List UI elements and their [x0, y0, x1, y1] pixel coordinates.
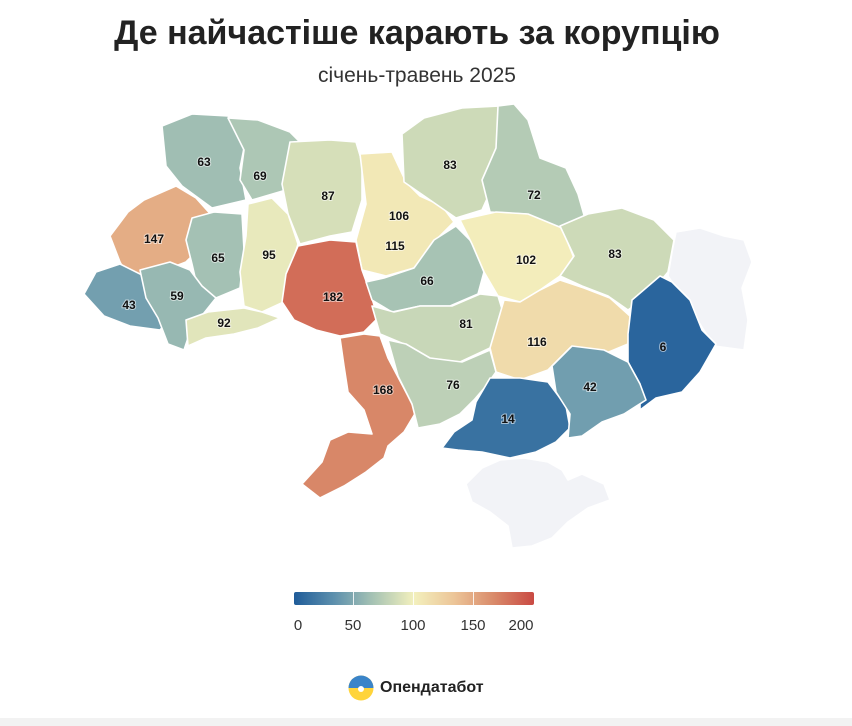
value-labels-layer: 63 69 87 106 115 83 72 147 65 95 43 59 9… — [121, 154, 667, 427]
value-label-volyn: 63 — [197, 155, 211, 169]
value-label-poltava: 102 — [516, 253, 536, 267]
value-label-chernivtsi: 92 — [217, 316, 231, 330]
value-label-rivne: 69 — [253, 169, 267, 183]
legend-tick-label: 100 — [400, 617, 426, 634]
value-label-kherson: 14 — [501, 412, 515, 426]
value-label-kharkiv: 83 — [608, 247, 622, 261]
value-label-zaporizhzhia: 42 — [583, 380, 597, 394]
region-chernivtsi[interactable] — [185, 307, 281, 347]
bottom-strip — [0, 718, 852, 726]
value-label-donetsk: 6 — [660, 340, 667, 354]
region-zhytomyr[interactable] — [281, 139, 363, 245]
value-label-sumy: 72 — [527, 188, 541, 202]
regions-layer — [83, 103, 753, 549]
value-label-odesa: 168 — [373, 383, 393, 397]
region-kherson[interactable] — [441, 377, 571, 459]
region-crimea[interactable] — [465, 457, 611, 549]
value-label-khmelnytskyi: 95 — [262, 248, 276, 262]
legend-tick-label: 200 — [508, 617, 534, 634]
value-label-lviv: 147 — [144, 232, 164, 246]
region-poltava[interactable] — [459, 211, 575, 303]
legend-tick-label: 150 — [460, 617, 486, 634]
value-label-zhytomyr: 87 — [321, 189, 335, 203]
brand-name: Опендатабот — [380, 679, 484, 696]
value-label-kyiv-city: 115 — [385, 239, 405, 253]
map-title: Де найчастіше карають за корупцію — [114, 14, 720, 52]
region-vinnytsia[interactable] — [281, 239, 379, 337]
legend-color-scale — [294, 592, 534, 605]
value-label-vinnytsia: 182 — [323, 290, 343, 304]
region-odesa[interactable] — [301, 333, 417, 499]
opendatabot-logo-icon — [348, 675, 374, 701]
value-label-dnipropetrovsk: 116 — [527, 335, 547, 349]
value-label-cherkasy: 66 — [420, 274, 434, 288]
region-sumy[interactable] — [481, 103, 587, 229]
legend-tick-mark — [353, 592, 354, 605]
region-zaporizhzhia[interactable] — [551, 345, 647, 439]
value-label-ternopil: 65 — [211, 251, 225, 265]
legend-tick-mark — [473, 592, 474, 605]
value-label-ivano-frankivsk: 59 — [170, 289, 184, 303]
value-label-kirovohrad: 81 — [459, 317, 473, 331]
legend-tick-label: 50 — [344, 617, 362, 634]
legend-tick-mark — [413, 592, 414, 605]
value-label-chernihiv: 83 — [443, 158, 457, 172]
region-mykolaiv[interactable] — [387, 339, 497, 429]
region-ternopil[interactable] — [185, 211, 245, 299]
legend-tick-label: 0 — [293, 617, 303, 634]
value-label-mykolaiv: 76 — [446, 378, 460, 392]
value-label-zakarpattia: 43 — [122, 298, 136, 312]
map-subtitle: січень-травень 2025 — [318, 64, 516, 87]
region-luhansk[interactable] — [667, 227, 753, 351]
value-label-kyiv-oblast: 106 — [389, 209, 409, 223]
